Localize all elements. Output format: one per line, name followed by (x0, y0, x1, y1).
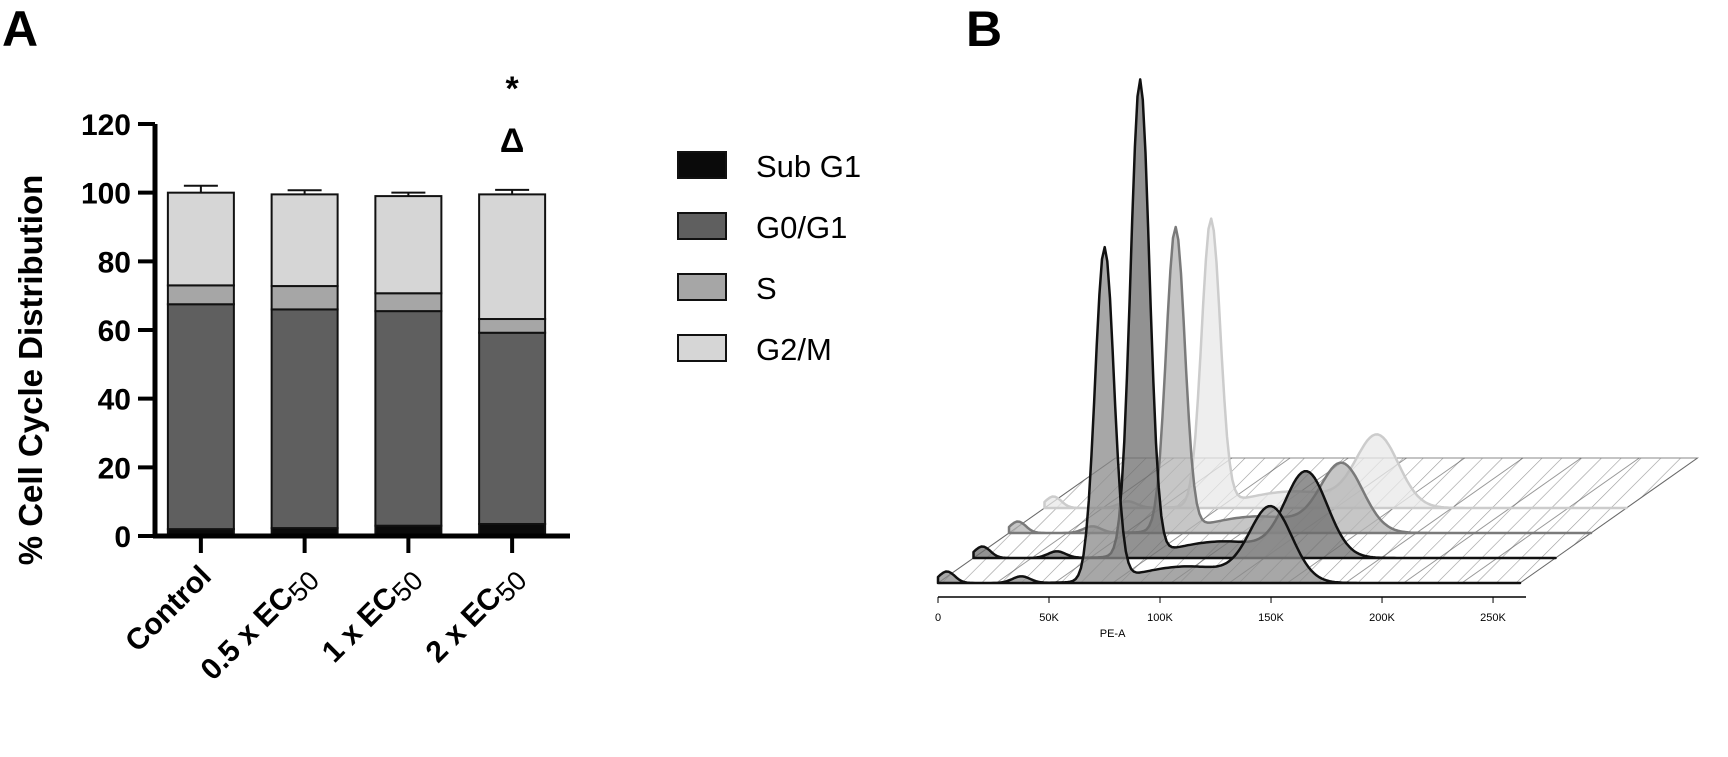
bar-segment (166, 284, 235, 306)
bar-segment (166, 303, 235, 531)
histogram-x-axis-label: PE-A (1100, 628, 1126, 640)
y-axis: 0 20 40 60 80 100 120 (81, 109, 158, 554)
significance-mark: * (506, 70, 520, 108)
bar-segment (478, 318, 547, 334)
x-tick-label-subscript: 50 (283, 565, 325, 607)
x-tick-label: 1 x EC50 (316, 560, 429, 673)
x-tick-label-subscript: 50 (386, 565, 428, 607)
bar-stack (374, 191, 443, 538)
bar-segment (270, 308, 339, 530)
significance-mark: Δ (500, 122, 524, 160)
floor-grid-line (1403, 457, 1582, 584)
histogram-x-tick-label: 50K (1039, 612, 1059, 624)
y-tick-label: 120 (81, 109, 131, 142)
bar-segment (374, 310, 443, 527)
floor-grid-line (1345, 457, 1524, 584)
x-tick-label: 2 x EC50 (420, 560, 533, 673)
y-tick-label: 100 (81, 178, 131, 211)
panel-label-a: A (2, 1, 38, 57)
legend-label: Sub G1 (756, 149, 861, 184)
histogram-x-tick-label: 150K (1258, 612, 1284, 624)
bar-segment (270, 193, 339, 288)
bar-segment (478, 331, 547, 525)
y-tick-label: 80 (98, 246, 131, 279)
bar-segment (270, 285, 339, 311)
bar-stack (478, 188, 547, 538)
legend-label: G0/G1 (756, 210, 847, 245)
histogram-x-tick-label: 250K (1480, 612, 1506, 624)
y-axis-label: % Cell Cycle Distribution (12, 175, 49, 566)
x-tick-label: Control (119, 560, 218, 659)
bar-segment (478, 193, 547, 321)
y-tick-label: 0 (114, 521, 131, 554)
histogram-trace (936, 245, 1522, 585)
bar-stack (166, 184, 235, 538)
bar-segment (374, 195, 443, 295)
significance-annotations: *Δ (500, 70, 524, 160)
legend-swatch (677, 151, 727, 179)
legend-label: G2/M (756, 332, 832, 367)
histogram-x-tick-label: 100K (1147, 612, 1173, 624)
histogram-x-axis: 0 50K 100K 150K 200K 250K PE-A (935, 596, 1526, 640)
legend-label: S (756, 271, 777, 306)
floor-grid-line (1461, 457, 1640, 584)
histogram-series-group (936, 78, 1628, 585)
bar-segment (374, 292, 443, 313)
legend-swatch (677, 273, 727, 301)
stacked-bar-chart: % Cell Cycle Distribution 0 20 40 60 80 100 12… (12, 70, 570, 690)
flow-histogram-chart: 0 50K 100K 150K 200K 250K PE-A (935, 78, 1700, 640)
legend: Sub G1 G0/G1 S G2/M (677, 149, 861, 367)
bar-stack (270, 189, 339, 537)
panel-label-b: B (966, 1, 1002, 57)
y-tick-label: 40 (98, 384, 131, 417)
histogram-x-tick-label: 200K (1369, 612, 1395, 624)
legend-swatch (677, 212, 727, 240)
bar-group (166, 184, 547, 538)
y-tick-label: 20 (98, 452, 131, 485)
floor-grid-line (1519, 457, 1698, 584)
y-tick-label: 60 (98, 315, 131, 348)
bar-segment (166, 191, 235, 287)
floor-grid-line (937, 457, 1116, 584)
x-tick-label-subscript: 50 (490, 565, 532, 607)
histogram-x-tick-label: 0 (935, 612, 941, 624)
legend-swatch (677, 334, 727, 362)
